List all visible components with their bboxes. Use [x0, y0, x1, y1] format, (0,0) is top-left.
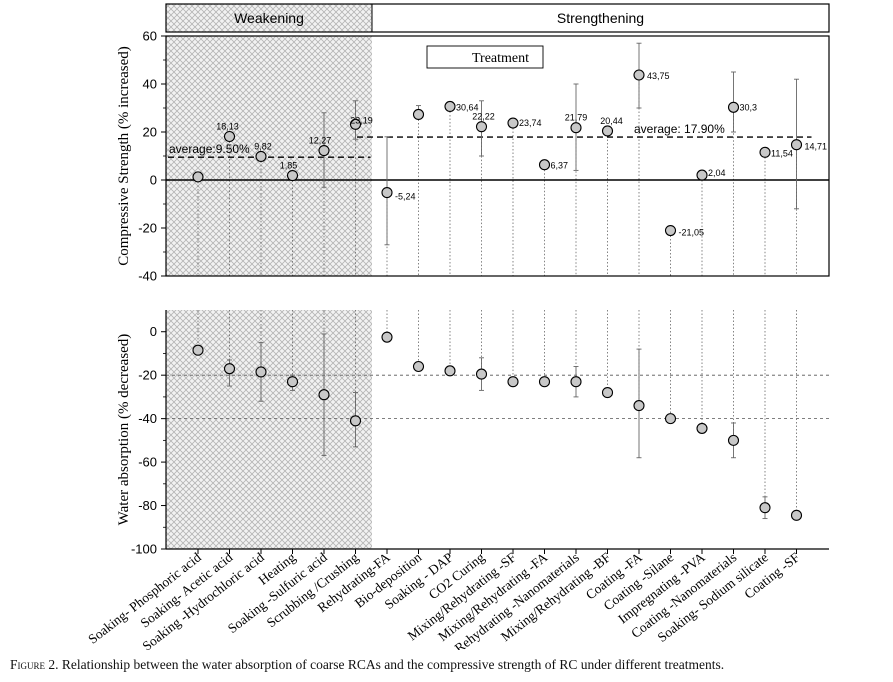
data-label: 2,04 [708, 168, 726, 178]
top-y-axis-title: Compressive Strength (% increased) [116, 46, 132, 266]
absorption-point [349, 415, 362, 427]
absorption-point [538, 376, 551, 388]
strength-point [192, 171, 204, 183]
data-label: 21,79 [565, 113, 588, 123]
data-label: 1,85 [280, 161, 298, 171]
chart: -40 -20 0 20 40 60 -100 -80 -60 -40 -20 0 average:9… [85, 3, 830, 650]
top-weakening-hatch [166, 36, 372, 276]
absorption-point [412, 360, 425, 373]
bottom-y-tick-label: -80 [138, 498, 157, 513]
strength-point [759, 146, 771, 158]
header-frame [165, 3, 830, 33]
absorption-point [664, 413, 677, 425]
error-bars [227, 42, 799, 520]
strength-point [507, 117, 519, 129]
absorption-point [727, 434, 740, 446]
absorption-point [381, 331, 393, 343]
x-tick-label: Soaking -Hydrochloric acid [139, 549, 267, 650]
strength-point [538, 159, 551, 171]
strength-point [412, 108, 425, 121]
top-y-tick-label: -40 [138, 269, 157, 284]
absorption-point [192, 344, 204, 356]
absorption-point [286, 376, 299, 388]
absorption-point [601, 387, 614, 399]
absorption-point [444, 365, 456, 377]
bottom-y-tick-label: -100 [131, 542, 157, 557]
data-label: -5,24 [395, 192, 416, 202]
absorption-point [696, 422, 708, 434]
absorption-point [475, 368, 488, 380]
figure-label: Figure 2. [10, 657, 59, 672]
strength-point [318, 145, 330, 157]
data-label: 20,44 [600, 116, 623, 126]
header-weakening-label: Weakening [234, 10, 304, 26]
data-label: 6,37 [551, 161, 569, 171]
legend-box [426, 45, 544, 69]
data-label: 30,64 [456, 102, 479, 112]
strength-point [727, 101, 740, 113]
data-label: 9,82 [254, 141, 272, 151]
header-weakening-hatch [166, 4, 372, 32]
data-label: 30,3 [740, 102, 758, 112]
figure-caption: Figure 2. Relationship between the water… [10, 657, 890, 673]
strength-point [570, 122, 582, 134]
top-y-tick-label: 40 [143, 77, 157, 92]
strength-point [790, 139, 803, 151]
strength-point [475, 121, 488, 133]
axes: -40 -20 0 20 40 60 -100 -80 -60 -40 -20 0 [131, 29, 797, 557]
strength-point [223, 130, 236, 143]
absorption-point [790, 509, 803, 521]
bottom-y-tick-label: -20 [138, 368, 157, 383]
bottom-y-tick-label: -40 [138, 411, 157, 426]
absorption-point [570, 376, 582, 388]
top-y-tick-label: 60 [143, 29, 157, 44]
data-label: -21,05 [679, 228, 705, 238]
absorption-point [633, 400, 645, 412]
strength-point [349, 118, 362, 130]
absorption-point [318, 389, 330, 401]
absorption-point [507, 376, 519, 388]
data-label: 14,71 [805, 142, 828, 152]
data-label: 11,54 [771, 148, 793, 158]
strength-point [444, 100, 456, 113]
data-label: 12,27 [309, 136, 332, 146]
strength-point [286, 170, 299, 182]
strength-point [633, 69, 645, 81]
strength-point [696, 169, 708, 181]
absorption-point [255, 366, 267, 378]
data-label: 18,13 [216, 121, 239, 131]
bottom-y-tick-label: -60 [138, 455, 157, 470]
data-label: 23,74 [519, 118, 542, 128]
data-label: 23,19 [350, 115, 373, 125]
absorption-point [223, 363, 236, 375]
average-label: average: 17.90% [634, 122, 725, 136]
data-label: 22,22 [472, 112, 495, 122]
legend-label: Treatment [472, 51, 529, 66]
top-y-tick-label: 20 [143, 125, 157, 140]
strength-point [381, 187, 393, 199]
strength-point [255, 150, 267, 162]
header-strengthening-label: Strengthening [557, 10, 644, 26]
caption-text: Relationship between the water absorptio… [58, 657, 725, 672]
bottom-y-tick-label: 0 [150, 324, 157, 339]
average-label: average:9.50% [169, 142, 250, 156]
top-y-tick-label: -20 [138, 221, 157, 236]
strength-point [601, 125, 614, 137]
top-y-tick-label: 0 [150, 173, 157, 188]
bottom-y-axis-title: Water absorption (% decreased) [116, 334, 132, 526]
absorption-point [759, 502, 771, 514]
data-label: 43,75 [647, 71, 670, 81]
strength-point [664, 224, 677, 237]
